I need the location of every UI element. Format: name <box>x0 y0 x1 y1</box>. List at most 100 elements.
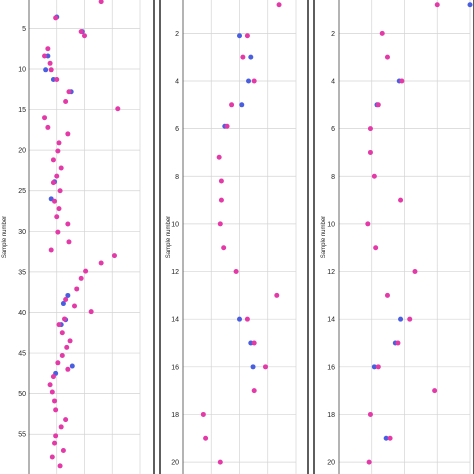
data-point <box>65 292 71 298</box>
data-point <box>233 269 239 275</box>
data-point <box>200 411 206 417</box>
data-point <box>63 98 69 104</box>
y-tick-label: 16 <box>171 364 179 371</box>
data-point <box>59 330 65 336</box>
data-point <box>375 102 381 108</box>
data-point <box>371 364 377 370</box>
y-tick-label: 45 <box>18 351 26 358</box>
data-point <box>52 398 58 404</box>
data-point <box>42 53 48 59</box>
data-point <box>218 197 224 203</box>
data-point <box>412 269 418 275</box>
data-point <box>58 165 64 171</box>
data-point <box>434 2 440 8</box>
data-point <box>53 15 59 21</box>
data-point <box>224 123 230 129</box>
data-point <box>251 388 257 394</box>
y-tick-label: 10 <box>18 66 26 73</box>
y-tick-label: 20 <box>18 148 26 155</box>
y-tick-label: 15 <box>18 107 26 114</box>
data-point <box>229 102 235 108</box>
panel-frame <box>153 0 155 474</box>
data-point <box>111 253 117 259</box>
data-point <box>50 157 56 163</box>
data-point <box>56 322 62 328</box>
data-point <box>262 364 268 370</box>
data-point <box>52 440 58 446</box>
data-point <box>251 78 257 84</box>
data-point <box>66 89 72 95</box>
data-point <box>244 33 250 39</box>
data-point <box>55 360 61 366</box>
data-point <box>64 344 70 350</box>
data-point <box>72 303 78 309</box>
data-point <box>218 178 224 184</box>
data-point <box>237 316 242 322</box>
y-tick-label: 6 <box>331 126 335 133</box>
data-point <box>250 364 256 370</box>
data-point <box>56 140 62 146</box>
data-point <box>52 198 58 204</box>
chart-panel-3: 2 4 6 8 10 12 14 16 18 20 Sample number <box>313 0 474 474</box>
data-point <box>379 30 385 36</box>
y-tick-label: 10 <box>171 221 179 228</box>
data-point <box>45 46 51 52</box>
data-point <box>384 292 390 298</box>
data-point <box>366 459 372 465</box>
data-point <box>54 173 60 179</box>
data-point <box>276 2 282 8</box>
data-point <box>246 78 252 84</box>
y-tick-label: 14 <box>327 317 335 324</box>
data-point <box>375 364 381 370</box>
data-point <box>371 173 377 179</box>
y-tick-label: 8 <box>175 174 179 181</box>
data-point <box>115 106 121 112</box>
data-point <box>367 126 373 132</box>
y-axis-label: Sample number <box>2 216 8 258</box>
chart-panel-2: 2 4 6 8 10 12 14 16 18 20 Sample number <box>159 0 309 474</box>
data-point <box>239 102 245 108</box>
data-point <box>49 389 55 395</box>
data-point <box>48 67 54 73</box>
data-point <box>82 33 87 39</box>
data-point <box>58 424 64 430</box>
y-tick-label: 2 <box>175 31 179 38</box>
data-point <box>237 33 242 39</box>
data-point <box>251 340 257 346</box>
data-point <box>45 124 51 130</box>
y-tick-label: 20 <box>171 460 179 467</box>
data-point <box>57 188 63 194</box>
data-point <box>244 316 250 322</box>
data-point <box>373 245 379 251</box>
data-point <box>67 338 73 344</box>
y-tick-label: 4 <box>175 78 179 85</box>
y-tick-label: 16 <box>327 364 335 371</box>
y-tick-label: 50 <box>18 391 26 398</box>
data-point <box>49 454 55 460</box>
data-point <box>47 382 53 388</box>
data-point <box>83 268 89 274</box>
data-point <box>365 221 371 227</box>
data-point <box>65 131 71 137</box>
data-point <box>57 463 63 469</box>
data-point <box>398 197 404 203</box>
data-point <box>367 149 373 155</box>
y-tick-label: 12 <box>171 269 179 276</box>
data-point <box>221 245 227 251</box>
data-point <box>367 411 373 417</box>
data-point <box>48 247 54 253</box>
y-tick-label: 20 <box>327 460 335 467</box>
data-point <box>42 115 48 121</box>
data-point <box>69 363 75 369</box>
data-point <box>399 78 405 84</box>
data-point <box>217 459 223 465</box>
data-point <box>407 316 413 322</box>
panel-frame <box>313 0 474 474</box>
data-point <box>50 374 56 380</box>
y-tick-label: 6 <box>175 126 179 133</box>
data-point <box>248 54 254 60</box>
y-axis-label: Sample number <box>321 216 327 258</box>
data-point <box>50 180 56 186</box>
y-axis-label: Sample number <box>166 216 172 258</box>
